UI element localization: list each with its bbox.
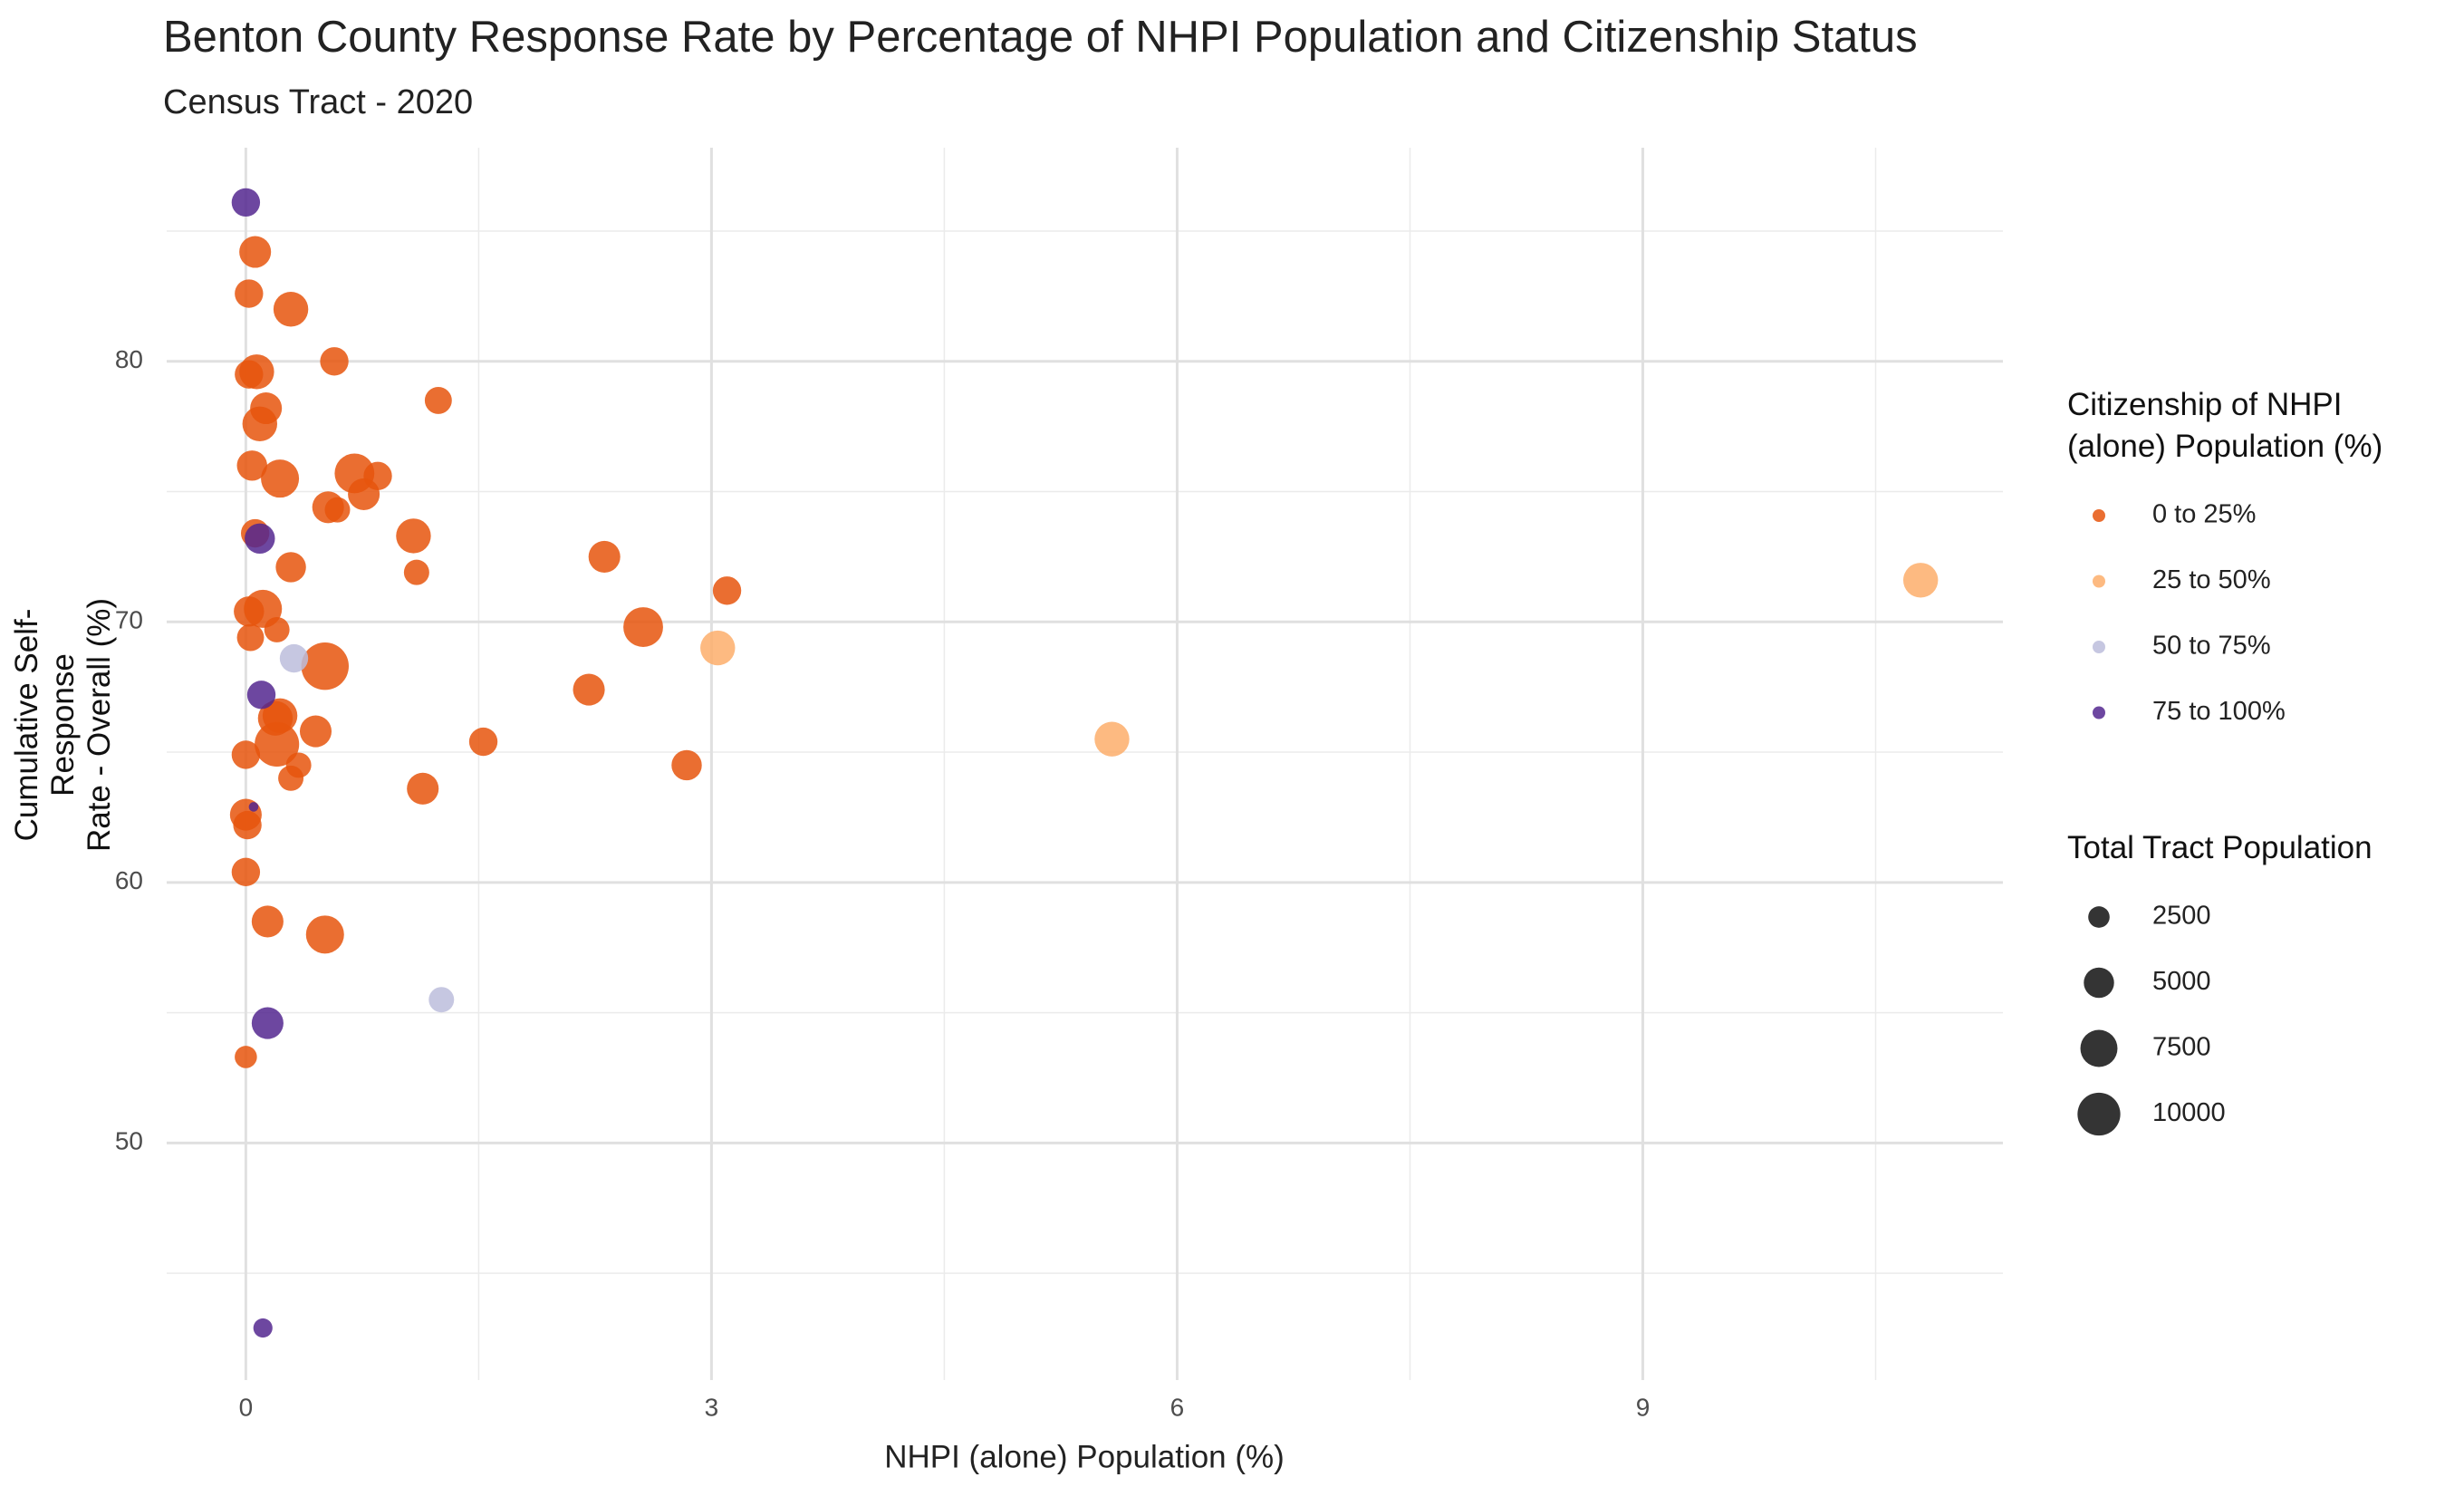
y-axis-title: Cumulative Self-Response Rate - Overall … xyxy=(9,597,117,853)
data-point xyxy=(251,1007,284,1039)
data-point xyxy=(403,559,429,585)
data-point xyxy=(1902,563,1939,598)
legend-swatch xyxy=(2093,641,2105,653)
data-point xyxy=(235,279,264,308)
legend-label: 75 to 100% xyxy=(2152,697,2286,726)
data-point xyxy=(261,459,300,498)
data-point xyxy=(239,354,274,390)
data-point xyxy=(236,450,267,481)
color-legend-title: Citizenship of NHPI (alone) Population (… xyxy=(2067,387,2383,464)
size-legend-title: Total Tract Population xyxy=(2067,830,2373,865)
chart-subtitle: Census Tract - 2020 xyxy=(163,83,473,121)
size-legend-label: 5000 xyxy=(2152,967,2211,996)
data-point xyxy=(246,681,276,710)
data-point xyxy=(273,292,309,327)
data-point xyxy=(299,715,332,748)
data-point xyxy=(428,987,455,1013)
data-point xyxy=(396,518,431,554)
x-tick-label: 0 xyxy=(239,1393,254,1421)
y-tick-label: 70 xyxy=(115,606,143,634)
data-point xyxy=(407,772,439,805)
data-point xyxy=(671,749,702,781)
data-point xyxy=(700,630,736,666)
data-point xyxy=(623,607,663,647)
data-point xyxy=(235,1046,257,1068)
data-point xyxy=(253,1318,273,1338)
x-tick-label: 3 xyxy=(705,1393,719,1421)
y-tick-label: 80 xyxy=(115,345,143,373)
data-point xyxy=(712,576,742,605)
size-legend-swatch xyxy=(2088,906,2110,928)
data-point xyxy=(278,765,304,791)
data-point xyxy=(275,552,306,583)
legend-label: 0 to 25% xyxy=(2152,500,2256,529)
data-point xyxy=(248,802,259,812)
data-point xyxy=(233,810,262,840)
size-legend-swatch xyxy=(2084,967,2114,999)
data-point xyxy=(1094,721,1130,757)
data-point xyxy=(231,857,261,887)
data-point xyxy=(324,497,351,523)
legend-swatch xyxy=(2093,706,2105,719)
size-legend-swatch xyxy=(2080,1029,2118,1067)
data-point xyxy=(320,347,349,376)
data-point xyxy=(301,642,349,690)
data-point xyxy=(255,721,300,768)
x-tick-label: 6 xyxy=(1170,1393,1185,1421)
y-tick-label: 50 xyxy=(115,1127,143,1155)
size-legend-label: 10000 xyxy=(2152,1098,2226,1127)
legend-label: 50 to 75% xyxy=(2152,632,2271,661)
legend-label: 25 to 50% xyxy=(2152,565,2271,594)
size-legend-swatch xyxy=(2077,1092,2121,1136)
legend-swatch xyxy=(2093,575,2105,588)
size-legend-label: 7500 xyxy=(2152,1033,2211,1062)
y-tick-label: 60 xyxy=(115,866,143,894)
data-point xyxy=(573,673,605,706)
data-point xyxy=(239,236,272,268)
data-point xyxy=(231,188,261,217)
data-point xyxy=(251,905,284,938)
data-point xyxy=(236,623,265,652)
data-point xyxy=(231,740,261,769)
size-legend-label: 2500 xyxy=(2152,902,2211,931)
data-point xyxy=(348,478,380,510)
data-point xyxy=(424,386,452,414)
data-point xyxy=(279,643,309,673)
data-point xyxy=(264,616,290,642)
x-tick-label: 9 xyxy=(1636,1393,1651,1421)
legend-swatch xyxy=(2093,509,2105,522)
data-point xyxy=(305,915,344,954)
data-point xyxy=(245,523,275,555)
chart-title: Benton County Response Rate by Percentag… xyxy=(163,13,1918,62)
data-point xyxy=(468,727,498,757)
data-point xyxy=(588,540,621,573)
data-point xyxy=(242,406,278,441)
x-axis-title: NHPI (alone) Population (%) xyxy=(884,1439,1285,1474)
